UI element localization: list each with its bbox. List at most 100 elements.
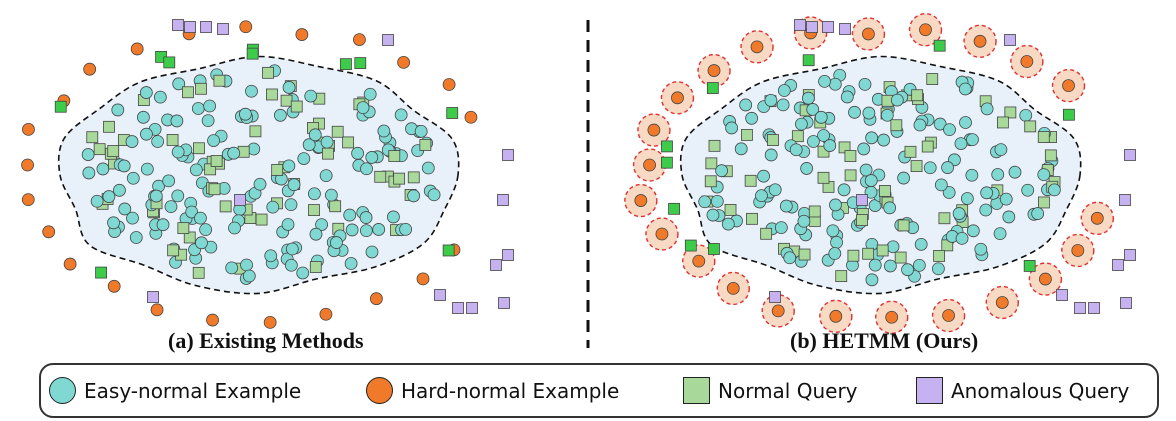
legend-item-easy-normal: Easy-normal Example xyxy=(49,377,301,404)
hard-normal-example xyxy=(919,23,932,37)
easy-normal-example xyxy=(757,169,770,183)
hard-normal-example xyxy=(885,310,899,324)
normal-query xyxy=(744,174,757,187)
easy-normal-example xyxy=(739,98,753,112)
easy-normal-example xyxy=(153,90,167,104)
easy-normal-example xyxy=(407,189,421,203)
easy-normal-example xyxy=(1002,210,1016,224)
anomalous-query xyxy=(769,291,781,303)
normal-query xyxy=(847,249,860,262)
normal-query xyxy=(374,170,387,183)
easy-normal-example xyxy=(734,142,748,156)
easy-normal-example xyxy=(240,258,253,272)
normal-query xyxy=(933,39,946,52)
easy-normal-example xyxy=(715,164,729,178)
easy-normal-example xyxy=(848,105,861,119)
anomalous-query xyxy=(794,19,806,31)
hard-normal-example xyxy=(263,315,277,329)
normal-query xyxy=(802,54,815,67)
easy-normal-example xyxy=(264,249,278,263)
anomalous-query xyxy=(1124,249,1136,261)
easy-normal-example xyxy=(399,222,413,236)
easy-normal-example xyxy=(363,87,377,101)
normal-query xyxy=(308,204,320,217)
normal-query xyxy=(708,243,720,255)
panel-existing-methods xyxy=(21,19,514,329)
hard-normal-example xyxy=(464,110,478,124)
hard-normal-example xyxy=(42,225,56,239)
easy-normal-example xyxy=(227,146,241,160)
hard-normal-example xyxy=(942,309,955,322)
normal-query xyxy=(163,56,176,69)
easy-normal-example xyxy=(343,208,357,222)
normal-query xyxy=(1024,120,1037,133)
anomalous-query xyxy=(452,302,464,314)
normal-query xyxy=(95,266,107,279)
hard-normal-example xyxy=(750,40,764,54)
anomalous-query xyxy=(822,21,834,33)
anomalous-query xyxy=(502,249,514,261)
easy-normal-example xyxy=(191,102,205,115)
easy-normal-example xyxy=(102,190,116,203)
normal-query xyxy=(219,200,232,213)
easy-normal-example xyxy=(721,217,735,231)
easy-normal-example xyxy=(149,189,163,203)
easy-normal-example xyxy=(858,77,872,91)
easy-normal-example xyxy=(111,103,125,117)
hard-normal-example xyxy=(862,27,875,41)
easy-normal-example xyxy=(345,223,359,237)
easy-normal-example xyxy=(862,106,876,120)
easy-normal-example xyxy=(273,108,287,122)
normal-query xyxy=(879,185,891,197)
easy-normal-example xyxy=(315,218,328,231)
easy-normal-example xyxy=(164,200,178,214)
hard-normal-example xyxy=(150,303,164,317)
easy-normal-example xyxy=(372,223,386,236)
hard-normal-example xyxy=(973,34,987,48)
easy-normal-example xyxy=(319,169,333,183)
easy-normal-example xyxy=(777,84,791,97)
anomalous-query xyxy=(466,302,478,314)
normal-query xyxy=(844,169,857,182)
easy-normal-example xyxy=(818,75,831,88)
hard-normal-example xyxy=(1090,211,1104,225)
easy-normal-example xyxy=(837,183,851,197)
hard-normal-example xyxy=(655,227,669,241)
hard-normal-example xyxy=(22,123,35,136)
easy-normal-marker-icon xyxy=(49,377,76,404)
normal-query xyxy=(446,107,459,119)
hard-normal-example xyxy=(353,33,366,46)
easy-normal-example xyxy=(156,218,170,232)
normal-query xyxy=(1044,149,1057,162)
easy-normal-example xyxy=(359,211,373,224)
hard-normal-example xyxy=(995,296,1009,309)
easy-normal-example xyxy=(320,135,334,149)
easy-normal-example xyxy=(1031,207,1045,220)
easy-normal-example xyxy=(857,142,871,156)
normal-query xyxy=(167,244,180,257)
easy-normal-example xyxy=(710,194,724,208)
normal-query xyxy=(897,219,910,232)
easy-normal-example xyxy=(959,116,972,129)
easy-normal-example xyxy=(356,101,370,115)
easy-normal-example xyxy=(195,236,208,250)
easy-normal-example xyxy=(107,216,120,230)
easy-normal-example xyxy=(828,247,842,260)
hard-normal-example xyxy=(1062,79,1075,93)
easy-normal-example xyxy=(304,89,318,103)
anomalous-query xyxy=(1088,302,1100,314)
easy-normal-example xyxy=(797,214,811,228)
hard-normal-example xyxy=(671,91,684,105)
easy-normal-example xyxy=(308,128,322,142)
anomalous-query xyxy=(234,194,246,206)
normal-query xyxy=(255,213,268,226)
easy-normal-example xyxy=(830,235,843,249)
anomalous-query xyxy=(147,291,159,303)
normal-query xyxy=(93,143,106,156)
easy-normal-example xyxy=(126,171,140,185)
easy-normal-example xyxy=(129,231,143,244)
easy-normal-example xyxy=(118,202,132,216)
easy-normal-example xyxy=(284,198,298,212)
easy-normal-example xyxy=(427,188,441,202)
